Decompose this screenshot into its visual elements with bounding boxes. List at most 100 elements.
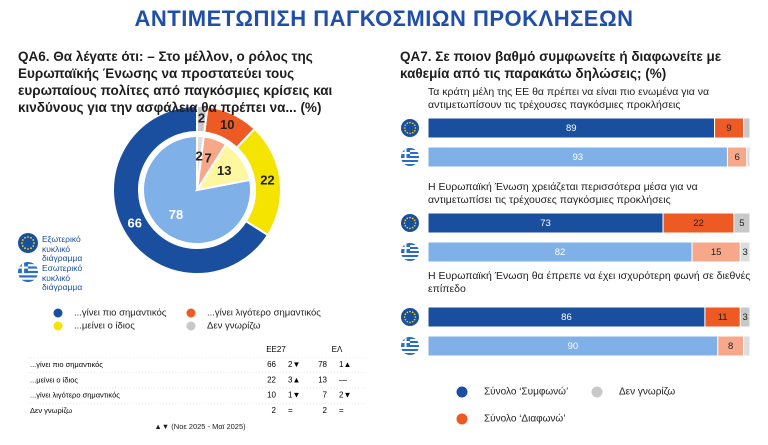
bar-label: 15 [711,247,722,258]
slice-label: 10 [220,117,234,132]
flag-star [27,248,29,250]
gr-flag [401,337,419,355]
slice-label: 66 [128,216,142,231]
flag-star [413,318,416,321]
flag-star [409,321,411,324]
flag-star [411,217,414,220]
bar-label: 6 [734,152,739,163]
legend-label: ...γίνει λιγότερο σημαντικός [207,308,321,319]
flag-star [33,242,35,244]
bar-label: 3 [743,312,748,323]
slice [196,104,209,134]
flag-star [24,236,26,239]
flag-star [409,132,411,135]
question: QA7. Σε ποιον βαθμό συμφωνείτε ή διαφωνε… [400,49,722,81]
flag-star [414,127,417,129]
flag-star [406,226,409,229]
row-label: ...μείνει ο ίδιος [30,375,78,384]
cell: — [339,375,347,384]
bar-label: 93 [572,152,583,163]
flag-star [406,311,409,314]
flag-star [411,131,414,134]
statement: Η Ευρωπαϊκή Ένωση χρειάζεται περισσότερα… [428,181,698,206]
legend-marker [456,413,468,425]
cell: 78 [318,360,327,369]
legend-label: ...μείνει ο ίδιος [74,321,135,332]
eu-flag [401,214,419,232]
cell: = [288,406,293,415]
flag-star [32,245,35,247]
flag-star [409,121,411,124]
flag-star [21,245,24,247]
slice-label: 7 [205,150,212,165]
statement: Η Ευρωπαϊκή Ένωση θα έπρεπε να έχει ισχυ… [428,270,751,295]
flag-star [414,316,417,318]
gr-flag [18,262,38,282]
cell: = [339,406,344,415]
legend-label: Δεν γνωρίζω [619,386,675,398]
cell: 3▲ [288,375,300,384]
bar-label: 90 [568,341,579,352]
row-label: Δεν γνωρίζω [30,406,72,415]
bar-segment [746,146,751,168]
legend-label: Δεν γνωρίζω [207,321,261,332]
flag-star [21,239,24,241]
bar-label: 22 [693,218,704,229]
legend-label: Εσωτερικό κυκλικό διάγραμμα [42,263,83,292]
gr-flag [401,243,419,261]
flag-star [30,236,32,239]
legend-marker [186,321,196,331]
flag-star [403,316,406,318]
statement: Τα κράτη μέλη της ΕΕ θα πρέπει να είναι … [428,86,710,111]
cell: 66 [267,360,276,369]
eu-flag [401,308,419,326]
table-note: ▲▼ (Νοε 2025 - Μαϊ 2025) [154,422,246,431]
slice-label: 13 [217,163,231,178]
flag-star [404,224,407,227]
flag-star [403,127,406,129]
flag-star [32,239,35,241]
cell: 2 [272,406,277,415]
flag-star [404,124,407,127]
flag-star [406,217,409,220]
cell: 2▼ [339,391,351,400]
bar-label: 9 [726,123,731,134]
bar-label: 86 [561,312,572,323]
cell: 2 [323,406,328,415]
slice-label: 78 [169,207,183,222]
flag-star [404,129,407,132]
flag-star [27,236,29,238]
bar-segment [743,117,751,139]
slice [112,104,270,275]
legend-label: Σύνολο ‘Διαφωνώ’ [484,413,565,425]
bar-label: 73 [540,218,551,229]
gr-flag [401,148,419,166]
flag-star [409,227,411,230]
legend-marker [186,308,196,318]
legend-marker [53,308,63,318]
flag-star [411,122,414,125]
flag-star [411,311,414,314]
slice-label: 2 [195,149,202,164]
flag-star [404,313,407,316]
cell: 1▼ [288,391,300,400]
bar-segment [739,306,751,328]
flag-star [409,310,411,313]
flag-star [30,247,32,250]
cell: 2▼ [288,360,300,369]
flag-star [413,224,416,227]
legend-label: ...γίνει πιο σημαντικός [74,308,167,319]
bar-label: 89 [566,123,577,134]
cell: 7 [323,391,328,400]
cell: 10 [267,391,276,400]
slice [196,134,205,191]
row-label: ...γίνει λιγότερο σημαντικός [30,391,120,400]
flag-star [409,216,411,219]
table-header: ΕΕ27 [266,345,286,354]
bar-label: 5 [739,218,744,229]
cell: 1▲ [339,360,351,369]
cell: 13 [318,375,327,384]
flag-star [411,320,414,323]
